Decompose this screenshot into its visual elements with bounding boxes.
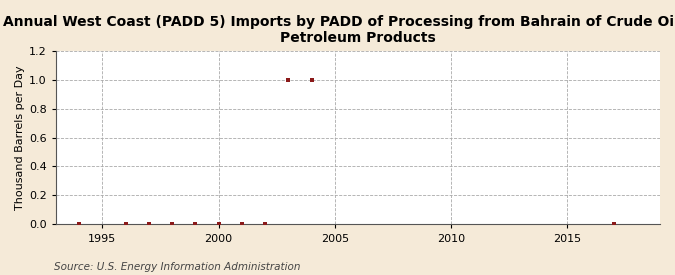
Point [120,222,131,227]
Point [213,222,224,227]
Point [260,222,271,227]
Y-axis label: Thousand Barrels per Day: Thousand Barrels per Day [15,65,25,210]
Point [74,222,84,227]
Text: Source: U.S. Energy Information Administration: Source: U.S. Energy Information Administ… [54,262,300,272]
Title: Annual West Coast (PADD 5) Imports by PADD of Processing from Bahrain of Crude O: Annual West Coast (PADD 5) Imports by PA… [3,15,675,45]
Point [144,222,155,227]
Point [283,77,294,82]
Point [236,222,247,227]
Point [306,77,317,82]
Point [167,222,178,227]
Point [190,222,200,227]
Point [608,222,619,227]
